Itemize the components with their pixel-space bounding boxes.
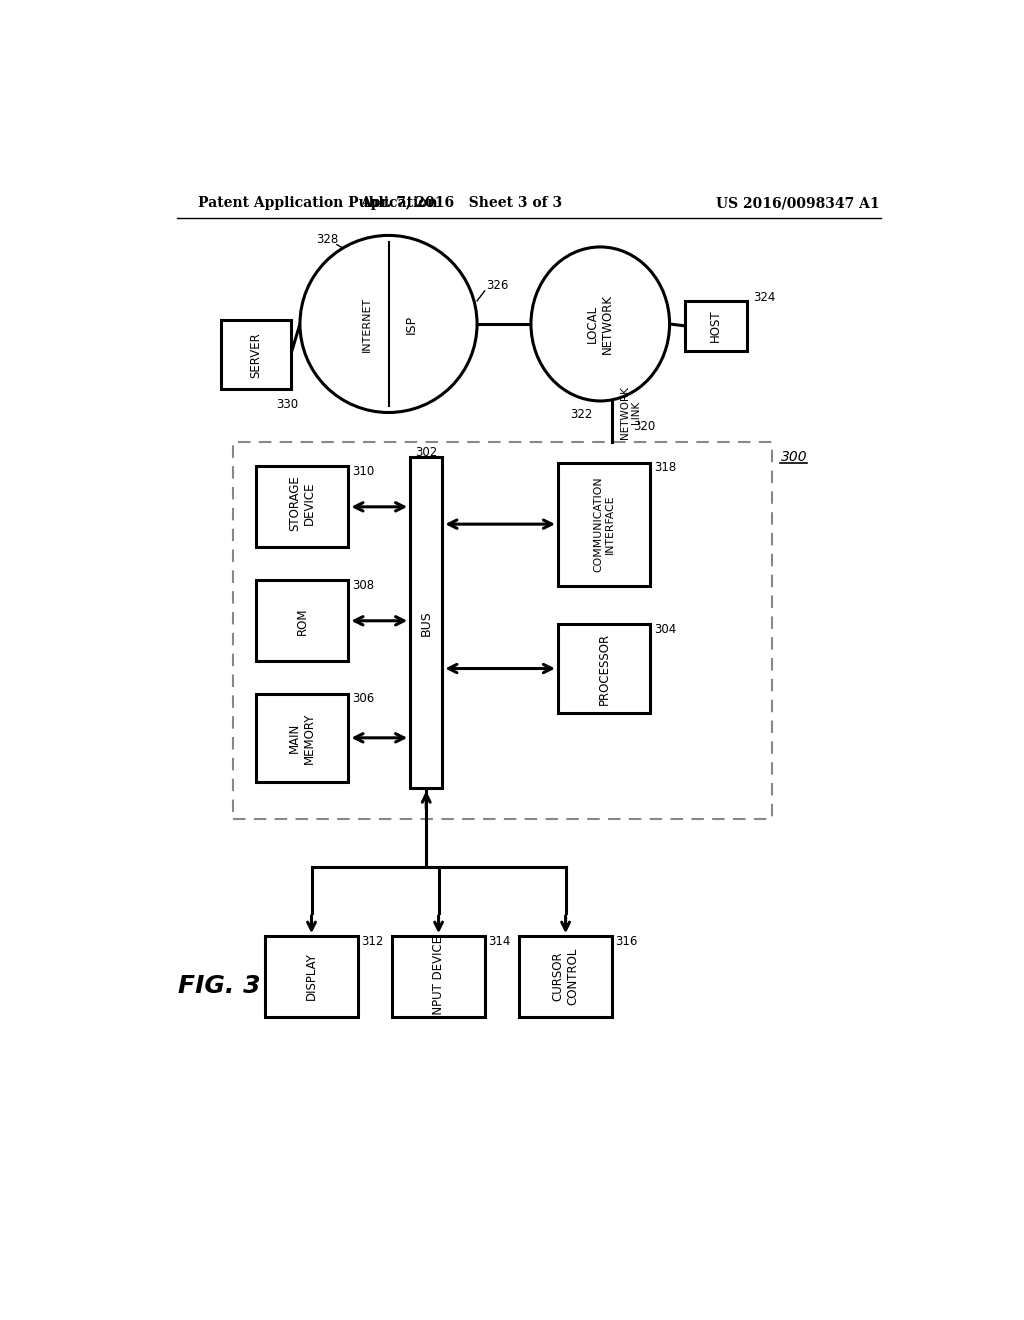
Text: 308: 308 (352, 579, 375, 591)
FancyBboxPatch shape (221, 321, 291, 389)
Text: Patent Application Publication: Patent Application Publication (199, 197, 438, 210)
FancyBboxPatch shape (685, 301, 746, 351)
Text: ISP: ISP (406, 314, 418, 334)
Text: NETWORK
LINK: NETWORK LINK (620, 385, 641, 440)
Text: STORAGE
DEVICE: STORAGE DEVICE (289, 475, 316, 531)
Text: INPUT DEVICE: INPUT DEVICE (432, 936, 445, 1018)
Text: 330: 330 (275, 399, 298, 412)
Text: HOST: HOST (710, 310, 722, 342)
FancyBboxPatch shape (256, 693, 348, 781)
FancyBboxPatch shape (256, 466, 348, 548)
Ellipse shape (531, 247, 670, 401)
Text: US 2016/0098347 A1: US 2016/0098347 A1 (716, 197, 880, 210)
FancyBboxPatch shape (265, 936, 357, 1016)
Text: SERVER: SERVER (250, 331, 262, 378)
Text: ROM: ROM (296, 607, 309, 635)
FancyBboxPatch shape (392, 936, 484, 1016)
Text: 320: 320 (634, 420, 655, 433)
Text: 326: 326 (486, 279, 509, 292)
Text: 316: 316 (615, 935, 638, 948)
Text: 318: 318 (654, 461, 677, 474)
FancyBboxPatch shape (519, 936, 611, 1016)
FancyBboxPatch shape (256, 581, 348, 661)
Text: 306: 306 (352, 692, 375, 705)
Text: FIG. 3: FIG. 3 (178, 974, 260, 998)
Text: MAIN
MEMORY: MAIN MEMORY (289, 711, 316, 763)
Text: 302: 302 (415, 446, 437, 458)
Text: Apr. 7, 2016   Sheet 3 of 3: Apr. 7, 2016 Sheet 3 of 3 (360, 197, 563, 210)
Text: CURSOR
CONTROL: CURSOR CONTROL (552, 948, 580, 1006)
Text: 304: 304 (654, 623, 677, 636)
Text: 314: 314 (488, 935, 511, 948)
Text: BUS: BUS (420, 610, 433, 636)
Text: 322: 322 (569, 408, 592, 421)
Text: 312: 312 (361, 935, 384, 948)
Text: LOCAL
NETWORK: LOCAL NETWORK (587, 294, 614, 354)
Text: PROCESSOR: PROCESSOR (598, 632, 610, 705)
FancyBboxPatch shape (558, 462, 650, 586)
FancyBboxPatch shape (558, 624, 650, 713)
FancyBboxPatch shape (410, 457, 442, 788)
Text: 310: 310 (352, 465, 375, 478)
Text: DISPLAY: DISPLAY (305, 953, 318, 1001)
Text: 300: 300 (781, 450, 808, 465)
Text: COMMUNICATION
INTERFACE: COMMUNICATION INTERFACE (593, 477, 614, 572)
Text: 328: 328 (315, 232, 338, 246)
Text: 324: 324 (753, 290, 775, 304)
Text: INTERNET: INTERNET (361, 296, 372, 351)
Ellipse shape (300, 235, 477, 412)
